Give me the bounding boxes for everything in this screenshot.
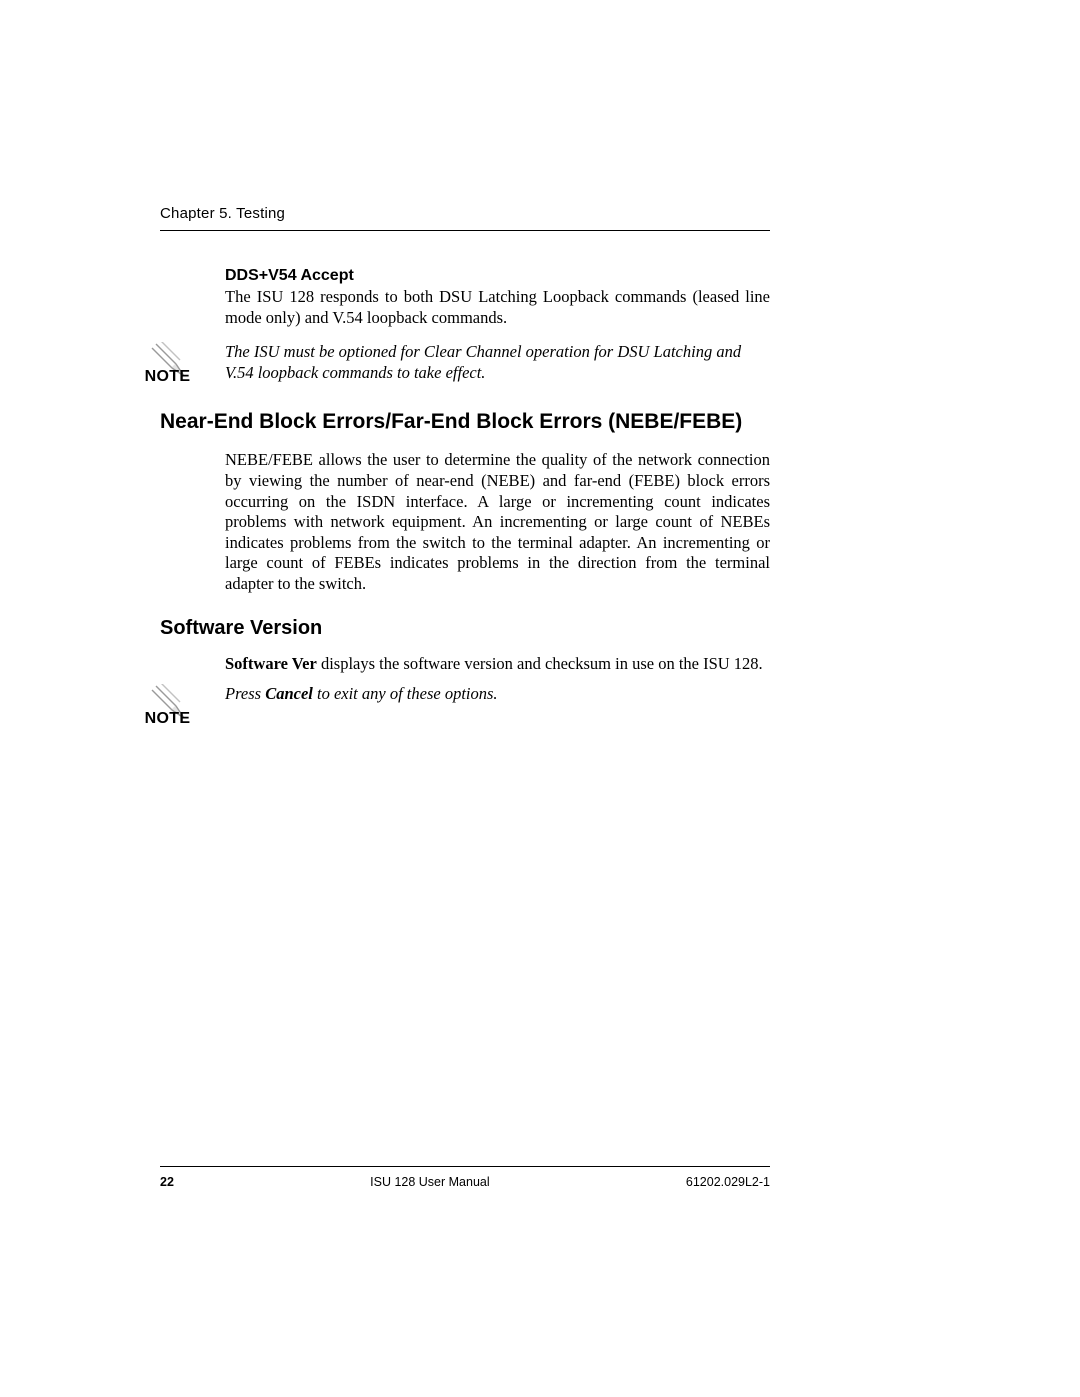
nebe-febe-heading: Near-End Block Errors/Far-End Block Erro… bbox=[160, 410, 770, 434]
note-2-pre: Press bbox=[225, 684, 265, 703]
note-2: NOTE Press Cancel to exit any of these o… bbox=[160, 684, 770, 728]
running-head: Chapter 5. Testing bbox=[160, 205, 770, 222]
footer-doc-id: 61202.029L2-1 bbox=[686, 1175, 770, 1189]
page-footer: 22 ISU 128 User Manual 61202.029L2-1 bbox=[160, 1166, 770, 1189]
note-2-post: to exit any of these options. bbox=[313, 684, 498, 703]
note-2-text: Press Cancel to exit any of these option… bbox=[225, 684, 770, 705]
header-rule bbox=[160, 230, 770, 231]
footer-title: ISU 128 User Manual bbox=[370, 1175, 490, 1189]
dds-v54-heading: DDS+V54 Accept bbox=[225, 267, 770, 285]
nebe-febe-body: NEBE/FEBE allows the user to determine t… bbox=[225, 450, 770, 594]
note-2-label: NOTE bbox=[145, 710, 191, 728]
software-ver-rest: displays the software version and checks… bbox=[317, 654, 763, 673]
note-2-bold: Cancel bbox=[265, 684, 313, 703]
software-ver-lead: Software Ver bbox=[225, 654, 317, 673]
page-number: 22 bbox=[160, 1175, 174, 1189]
footer-rule bbox=[160, 1166, 770, 1167]
software-version-heading: Software Version bbox=[160, 617, 770, 640]
software-version-body: Software Ver displays the software versi… bbox=[225, 654, 770, 675]
note-1: NOTE The ISU must be optioned for Clear … bbox=[160, 342, 770, 386]
note-pencil-icon: NOTE bbox=[140, 342, 195, 386]
note-1-label: NOTE bbox=[145, 368, 191, 386]
note-1-text: The ISU must be optioned for Clear Chann… bbox=[225, 342, 770, 383]
note-pencil-icon: NOTE bbox=[140, 684, 195, 728]
dds-v54-body: The ISU 128 responds to both DSU Latchin… bbox=[225, 287, 770, 328]
